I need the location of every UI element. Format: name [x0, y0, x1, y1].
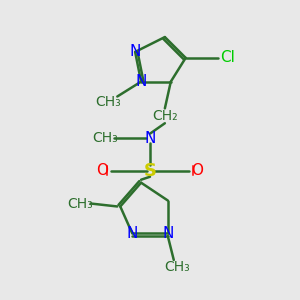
Text: N: N	[135, 74, 147, 89]
Text: O: O	[192, 163, 204, 178]
Text: O: O	[96, 163, 108, 178]
Text: CH₃: CH₃	[92, 131, 118, 145]
Text: CH₃: CH₃	[67, 196, 93, 211]
Text: N: N	[162, 226, 173, 241]
Text: CH₃: CH₃	[164, 260, 190, 274]
Text: N: N	[144, 130, 156, 146]
Text: N: N	[130, 44, 141, 59]
Text: N: N	[127, 226, 138, 241]
Text: CH₃: CH₃	[95, 95, 121, 110]
Text: CH₂: CH₂	[152, 109, 178, 123]
Text: Cl: Cl	[220, 50, 235, 65]
Text: S: S	[143, 162, 157, 180]
